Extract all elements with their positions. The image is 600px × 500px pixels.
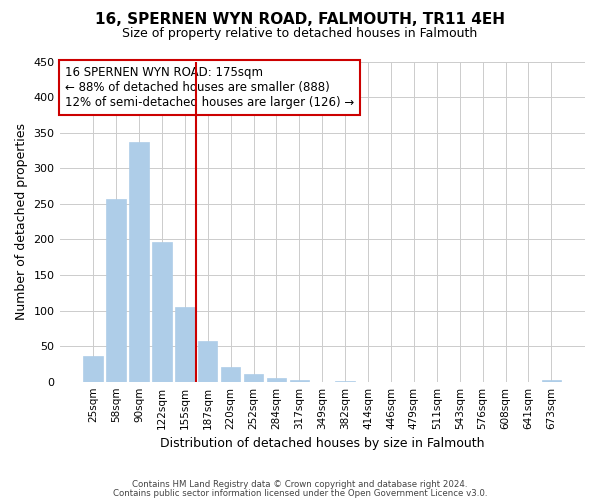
X-axis label: Distribution of detached houses by size in Falmouth: Distribution of detached houses by size … [160, 437, 485, 450]
Text: 16, SPERNEN WYN ROAD, FALMOUTH, TR11 4EH: 16, SPERNEN WYN ROAD, FALMOUTH, TR11 4EH [95, 12, 505, 28]
Bar [335, 381, 355, 382]
Bar [83, 356, 103, 382]
Bar [175, 307, 194, 382]
Y-axis label: Number of detached properties: Number of detached properties [15, 123, 28, 320]
Bar [106, 199, 126, 382]
Bar [542, 380, 561, 382]
Text: 16 SPERNEN WYN ROAD: 175sqm
← 88% of detached houses are smaller (888)
12% of se: 16 SPERNEN WYN ROAD: 175sqm ← 88% of det… [65, 66, 354, 110]
Bar [152, 242, 172, 382]
Bar [129, 142, 149, 382]
Text: Contains public sector information licensed under the Open Government Licence v3: Contains public sector information licen… [113, 489, 487, 498]
Bar [198, 341, 217, 382]
Bar [267, 378, 286, 382]
Text: Size of property relative to detached houses in Falmouth: Size of property relative to detached ho… [122, 28, 478, 40]
Bar [221, 366, 241, 382]
Bar [290, 380, 309, 382]
Bar [244, 374, 263, 382]
Text: Contains HM Land Registry data © Crown copyright and database right 2024.: Contains HM Land Registry data © Crown c… [132, 480, 468, 489]
